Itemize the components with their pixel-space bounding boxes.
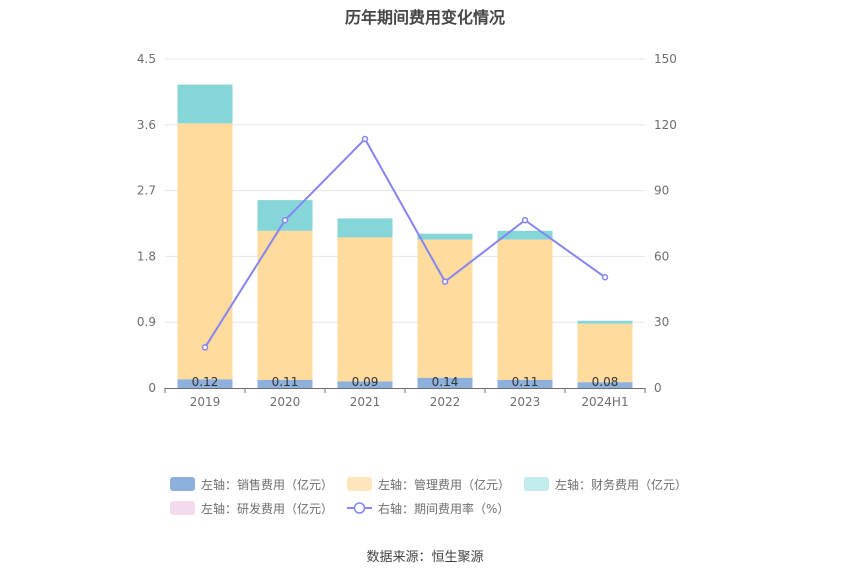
x-axis-tick-label: 2022 [430, 395, 461, 409]
left-axis-tick-label: 0.9 [137, 315, 156, 329]
left-axis-tick-label: 3.6 [137, 118, 156, 132]
legend-swatch-finance [524, 477, 550, 491]
legend-swatch-sales [170, 477, 195, 491]
sales-data-label: 0.12 [192, 375, 219, 389]
right-axis-tick-label: 60 [654, 249, 669, 263]
legend-line-icon [347, 502, 373, 514]
rate-point [441, 278, 449, 285]
rate-line [204, 137, 606, 348]
bar-segment [417, 233, 473, 240]
x-axis-tick-label: 2024H1 [581, 395, 628, 409]
bar-segment [417, 239, 473, 378]
x-axis-tick-label: 2021 [350, 395, 381, 409]
sales-data-label: 0.08 [592, 375, 619, 389]
legend-item-rate[interactable]: 右轴：期间费用率（%） [347, 500, 509, 517]
source-note: 数据来源：恒生聚源 [366, 550, 484, 565]
rate-point [201, 344, 209, 351]
bar-segment [257, 200, 313, 231]
bar-segment [177, 84, 233, 124]
legend: 左轴：销售费用（亿元） 左轴：管理费用（亿元） 左轴：财务费用（亿元） 左轴：研… [170, 472, 690, 520]
sales-data-label: 0.11 [272, 375, 299, 389]
bar-segment [337, 218, 393, 238]
bar-segment [497, 239, 553, 380]
right-axis-tick-label: 30 [654, 315, 669, 329]
right-axis-tick-label: 120 [654, 118, 677, 132]
sales-data-label: 0.11 [512, 375, 539, 389]
bar-segment [577, 323, 633, 383]
chart-canvas: 0 0.9 1.8 2.7 3.6 4.5 0 30 60 90 120 150 2019 2020 202… [137, 52, 677, 409]
legend-label-admin: 左轴：管理费用（亿元） [378, 477, 511, 492]
bar-segment [577, 382, 633, 388]
legend-label-rd: 左轴：研发费用（亿元） [201, 501, 334, 516]
rate-point [361, 135, 369, 143]
sales-data-label: 0.14 [432, 375, 459, 389]
left-axis-tick-label: 4.5 [137, 52, 156, 66]
bar-segment [497, 379, 553, 388]
x-axis-tick-label: 2020 [270, 395, 301, 409]
x-axis-tick-label: 2019 [190, 395, 221, 409]
right-axis-tick-label: 0 [654, 381, 662, 395]
bar-segment [577, 320, 633, 324]
bar-segment [337, 237, 393, 382]
bar-segment [417, 377, 473, 388]
legend-item-sales[interactable]: 左轴：销售费用（亿元） [170, 476, 333, 493]
legend-label-rate: 右轴：期间费用率（%） [378, 501, 510, 516]
x-axis-tick-label: 2023 [510, 395, 541, 409]
right-axis-tick-label: 150 [654, 52, 677, 66]
rate-point [281, 216, 289, 224]
left-axis-tick-label: 0 [148, 381, 156, 395]
rate-point [521, 216, 529, 224]
right-axis-tick-label: 90 [654, 184, 669, 198]
bar-segment [257, 379, 313, 388]
legend-item-rd[interactable]: 左轴：研发费用（亿元） [170, 500, 333, 517]
bar-segment [337, 381, 393, 388]
left-axis-tick-label: 2.7 [137, 184, 156, 198]
legend-item-finance[interactable]: 左轴：财务费用（亿元） [524, 476, 687, 493]
rate-point [601, 273, 609, 281]
legend-swatch-rd [170, 501, 195, 515]
bar-segment [177, 123, 233, 380]
chart-title: 历年期间费用变化情况 [344, 8, 505, 27]
legend-label-sales: 左轴：销售费用（亿元） [201, 477, 334, 492]
bar-segment [497, 230, 553, 240]
left-axis-tick-label: 1.8 [137, 249, 156, 263]
bar-segment [257, 230, 313, 380]
sales-data-label: 0.09 [352, 375, 379, 389]
legend-label-finance: 左轴：财务费用（亿元） [555, 477, 688, 492]
legend-swatch-admin [347, 477, 373, 491]
legend-item-admin[interactable]: 左轴：管理费用（亿元） [347, 476, 510, 493]
bar-segment [177, 379, 233, 388]
